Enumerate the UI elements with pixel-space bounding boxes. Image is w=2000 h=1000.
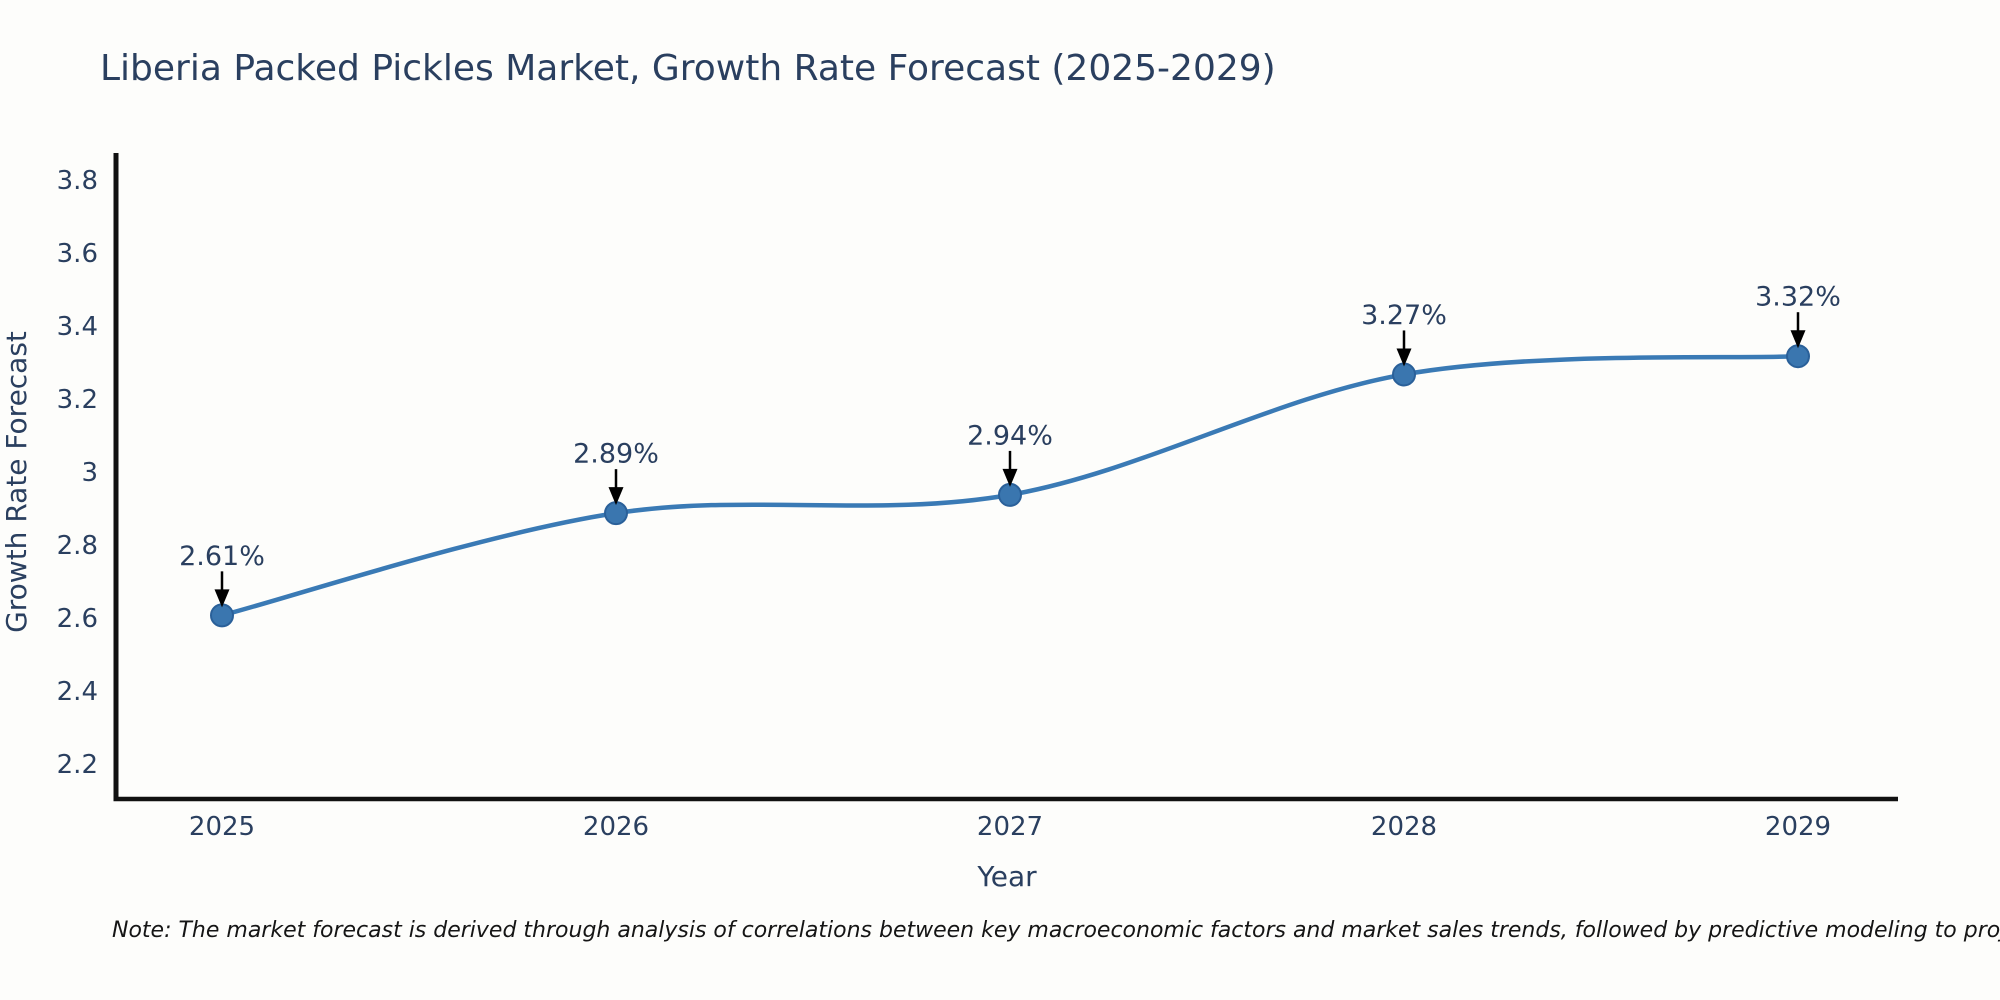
annotation-label: 3.32%: [1755, 282, 1841, 313]
annotation-arrowhead: [608, 487, 624, 506]
y-tick-label: 2.2: [57, 750, 98, 780]
y-tick-label: 2.4: [57, 677, 98, 707]
annotation-arrowhead: [1002, 468, 1018, 487]
data-point-marker: [604, 501, 628, 526]
data-point-marker: [210, 603, 234, 628]
annotation-label: 2.89%: [573, 439, 659, 470]
annotation-label: 2.61%: [179, 541, 265, 572]
data-point-marker: [1392, 362, 1416, 387]
annotation-arrowhead: [214, 589, 230, 608]
x-tick-label: 2026: [583, 812, 649, 842]
y-tick-label: 2.6: [57, 604, 98, 634]
data-point-marker: [1786, 344, 1810, 369]
annotation-arrowhead: [1396, 348, 1412, 367]
y-tick-label: 3.6: [57, 239, 98, 269]
x-tick-label: 2029: [1765, 812, 1831, 842]
data-point-marker: [998, 482, 1022, 507]
chart-title: Liberia Packed Pickles Market, Growth Ra…: [100, 48, 1276, 89]
annotation-label: 2.94%: [967, 420, 1053, 451]
annotation-label: 3.27%: [1361, 300, 1447, 331]
y-tick-label: 3.4: [57, 312, 98, 342]
growth-rate-series: [210, 344, 1810, 628]
x-tick-label: 2025: [189, 812, 255, 842]
y-tick-label: 3: [81, 458, 98, 488]
x-axis-title: Year: [976, 860, 1037, 893]
x-axis-tick-labels: 2025 2026 2027 2028 2029: [189, 812, 1831, 842]
point-annotations: 2.61% 2.89% 2.94% 3.27% 3.32%: [179, 282, 1841, 608]
x-tick-label: 2027: [977, 812, 1043, 842]
y-axis-tick-labels: 2.2 2.4 2.6 2.8 3 3.2 3.4 3.6 3.8: [57, 166, 98, 780]
y-tick-label: 3.8: [57, 166, 98, 196]
y-tick-label: 3.2: [57, 385, 98, 415]
y-axis-title: Growth Rate Forecast: [0, 331, 33, 633]
annotation-arrowhead: [1790, 330, 1806, 349]
y-tick-label: 2.8: [57, 531, 98, 561]
chart-footnote: Note: The market forecast is derived thr…: [112, 918, 2000, 943]
x-tick-label: 2028: [1371, 812, 1437, 842]
